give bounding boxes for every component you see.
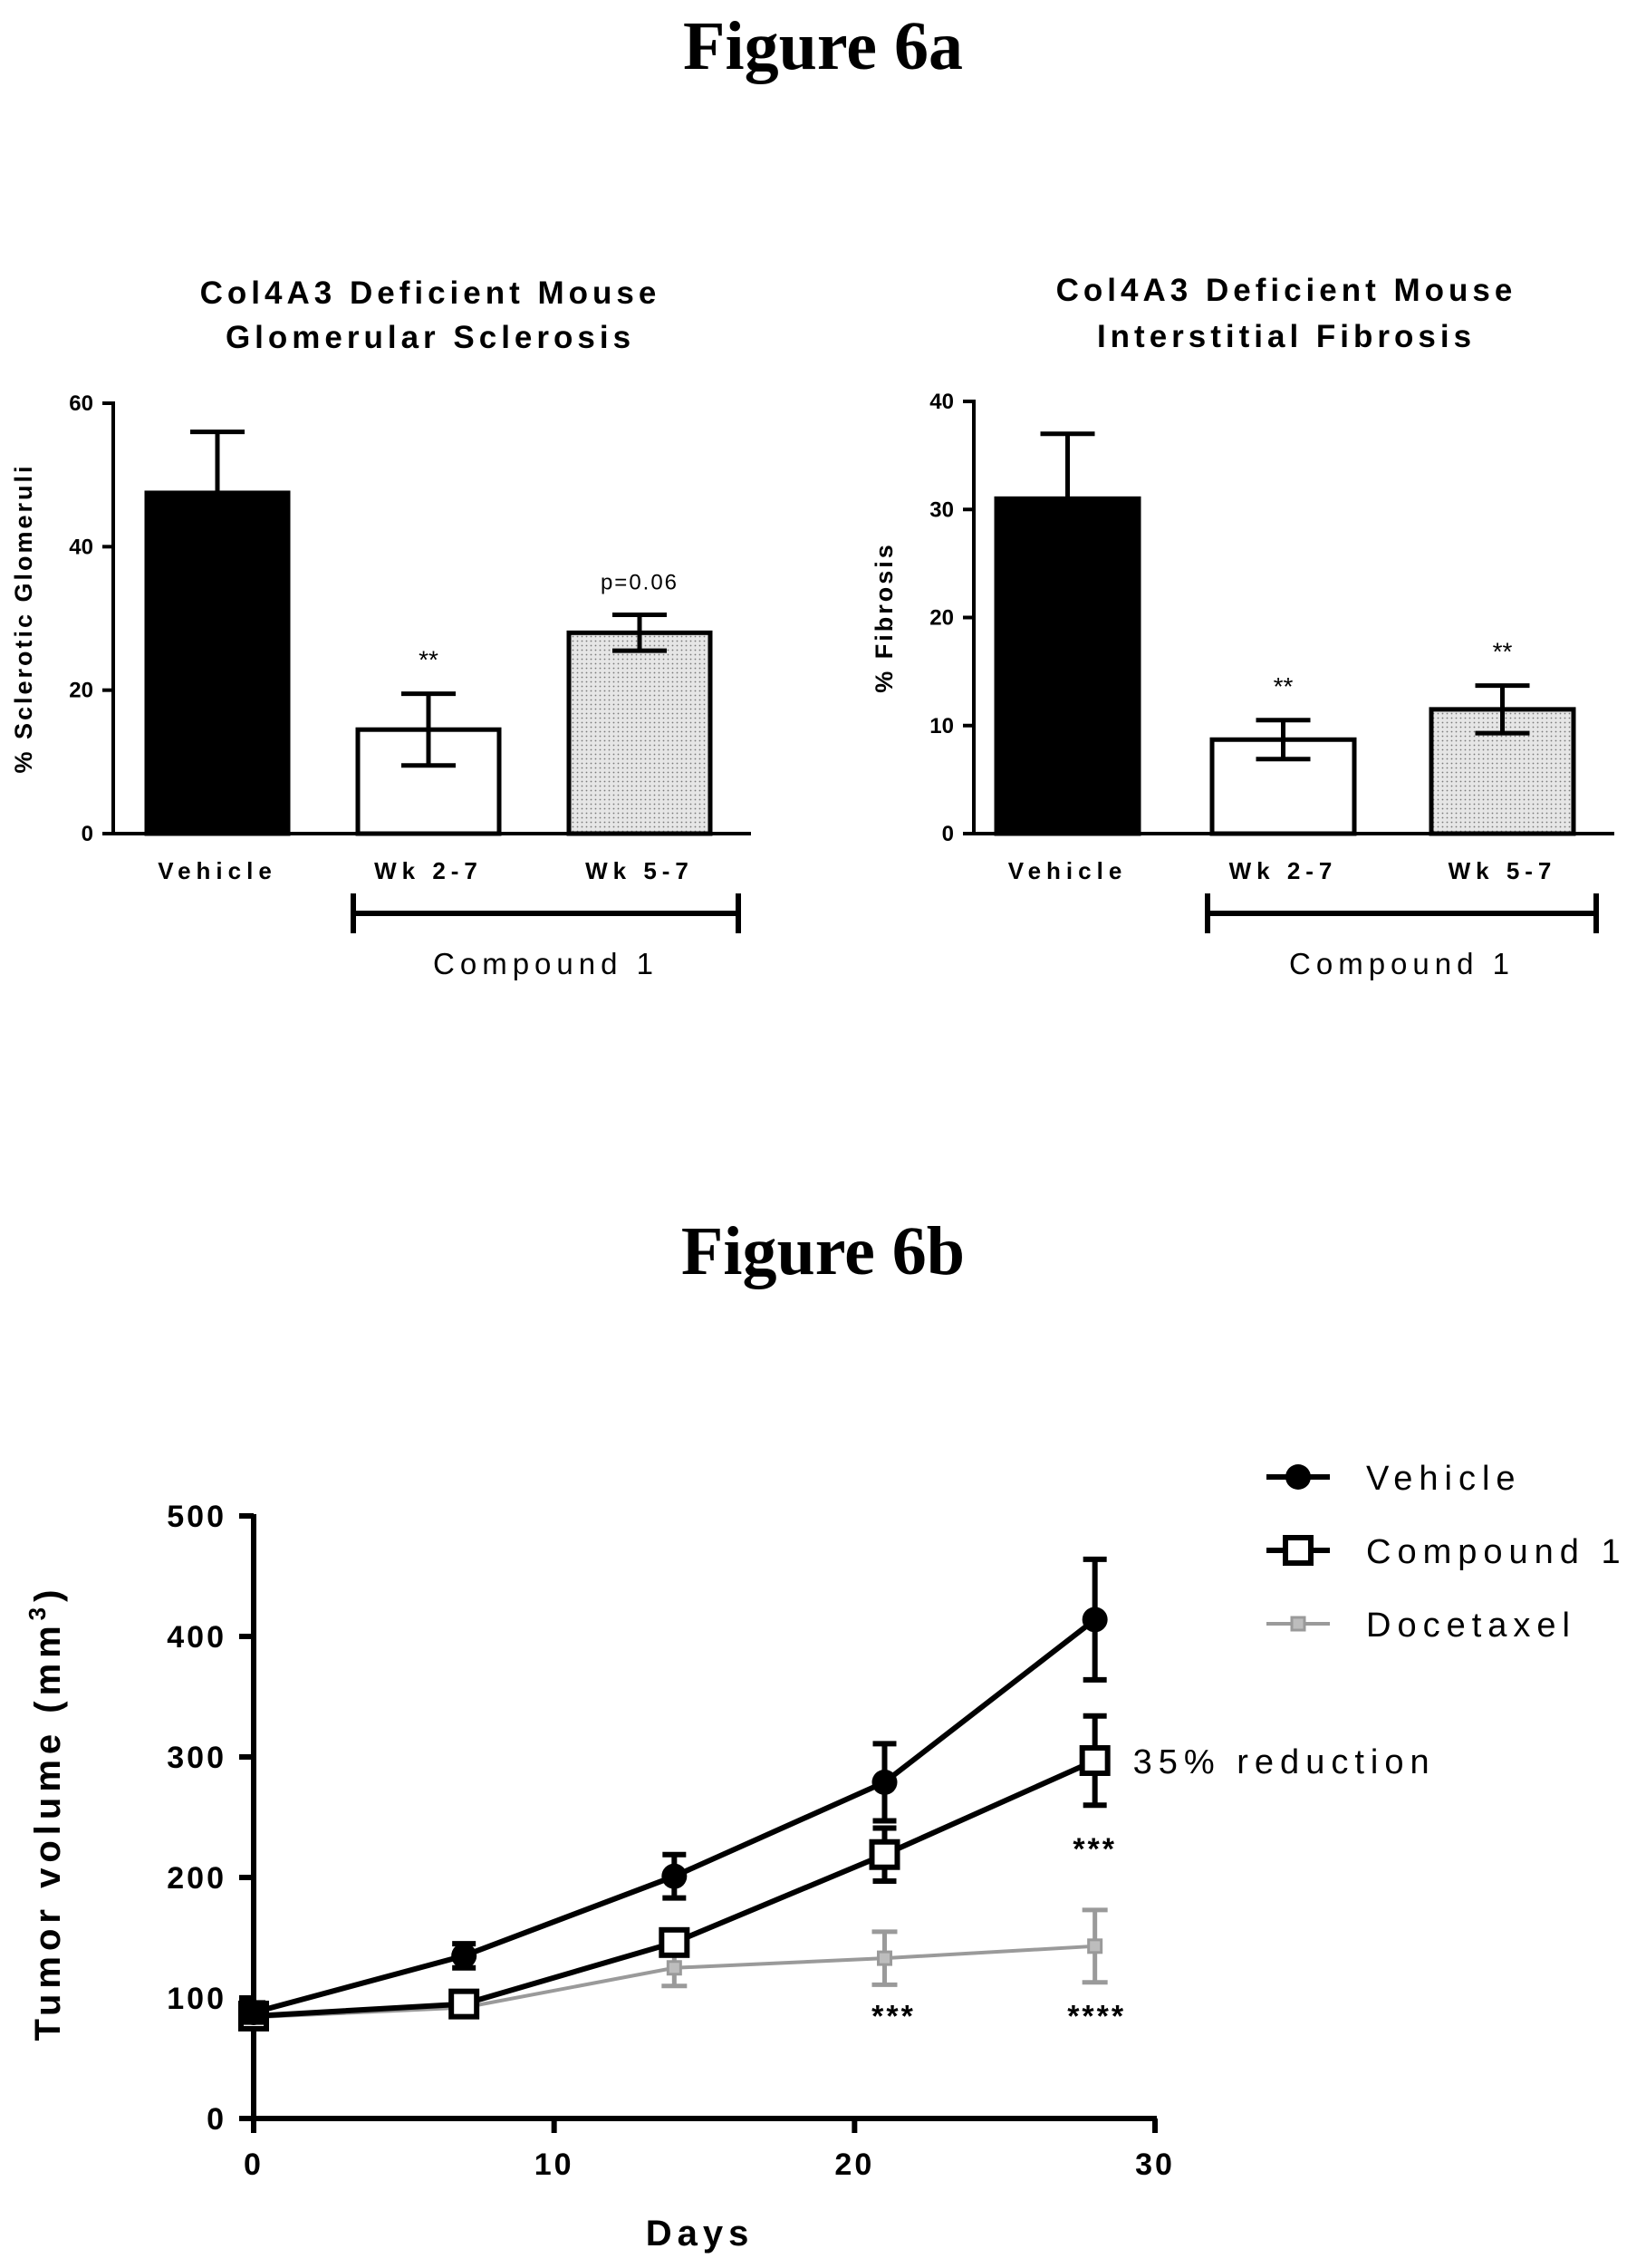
- x-tick-label: 20: [834, 2147, 874, 2182]
- error-bar-wk-5-7: [1475, 683, 1530, 736]
- significance-annotation: **: [1274, 672, 1294, 700]
- error-bar-wk-2-7: [1256, 718, 1311, 762]
- bar-wk-5-7: [566, 630, 713, 836]
- chart-legend: Vehicle Compound 1 Docetaxel: [1266, 1460, 1627, 1645]
- y-axis-label-close: ): [28, 1585, 68, 1602]
- y-tick-label: 60: [69, 391, 93, 416]
- point-marker-compound-1: [448, 1988, 480, 2020]
- significance-annotation: ***: [1073, 1832, 1117, 1867]
- y-tick-label: 20: [929, 606, 954, 631]
- y-tick-label: 100: [167, 1982, 226, 2016]
- chart-title-line: Col4A3 Deficient Mouse: [1056, 273, 1517, 308]
- y-tick-label: 400: [167, 1620, 226, 1655]
- tumor-volume-line-chart: 0 100 200 300 400 500 0 10 20 30 Days Tumor volume …: [24, 1460, 1627, 2254]
- significance-annotation: **: [1493, 638, 1513, 666]
- figure-6a-title: Figure 6a: [683, 8, 963, 84]
- y-tick-label: 30: [929, 497, 954, 522]
- bar-chart-sclerosis: Col4A3 Deficient Mouse Glomerular Scleros…: [10, 275, 751, 980]
- reduction-annotation: 35% reduction: [1133, 1743, 1436, 1781]
- point-marker-compound-1: [659, 1926, 690, 1958]
- y-tick-label: 0: [942, 822, 954, 846]
- bar-chart-fibrosis: Col4A3 Deficient Mouse Interstitial Fibro…: [871, 273, 1614, 980]
- significance-annotation: **: [419, 646, 438, 674]
- x-tick-label: 0: [244, 2147, 264, 2182]
- y-tick-label: 0: [207, 2102, 226, 2137]
- group-label: Compound 1: [1289, 947, 1515, 980]
- bar-vehicle: [994, 496, 1141, 836]
- series-vehicle: [241, 1556, 1108, 2025]
- x-tick-label: 30: [1135, 2147, 1175, 2182]
- y-tick-label: 500: [167, 1500, 226, 1534]
- bar-wk-2-7: [355, 727, 502, 836]
- y-tick-label: 10: [929, 714, 954, 738]
- category-label-vehicle: Vehicle: [158, 857, 277, 884]
- series-docetaxel: [241, 1907, 1108, 2026]
- point-marker-compound-1: [1079, 1744, 1111, 1776]
- point-marker-compound-1: [869, 1839, 900, 1870]
- significance-annotation: p=0.06: [601, 571, 679, 595]
- figure-6b-title: Figure 6b: [680, 1213, 966, 1289]
- legend-label-compound-1: Compound 1: [1366, 1533, 1627, 1571]
- y-tick-label: 300: [167, 1741, 226, 1775]
- category-label-wk-2-7: Wk 2-7: [1229, 857, 1338, 884]
- category-label-wk-5-7: Wk 5-7: [585, 857, 694, 884]
- point-marker-docetaxel: [666, 1960, 682, 1976]
- group-bracket: [351, 893, 741, 933]
- point-marker-vehicle: [451, 1943, 477, 1969]
- chart-title-line: Col4A3 Deficient Mouse: [200, 275, 661, 311]
- legend-marker-docetaxel: [1290, 1616, 1306, 1632]
- category-label-vehicle: Vehicle: [1008, 857, 1128, 884]
- legend-marker-vehicle: [1285, 1464, 1311, 1490]
- chart-title-line: Glomerular Sclerosis: [226, 320, 635, 355]
- significance-annotation: ***: [871, 1999, 916, 2033]
- point-marker-docetaxel: [1087, 1938, 1103, 1954]
- point-marker-docetaxel: [877, 1950, 892, 1966]
- x-tick-label: 10: [534, 2147, 574, 2182]
- chart-title-line: Interstitial Fibrosis: [1097, 319, 1476, 354]
- y-tick-label: 200: [167, 1861, 226, 1896]
- y-axis-label-text: Tumor volume (mm: [28, 1620, 68, 2041]
- group-bracket: [1205, 893, 1599, 933]
- significance-annotation: ****: [1067, 1999, 1126, 2033]
- y-axis-label-superscript: 3: [24, 1602, 51, 1620]
- y-axis-label: Tumor volume (mm3): [24, 1585, 68, 2041]
- legend-label-vehicle: Vehicle: [1366, 1460, 1522, 1498]
- point-marker-vehicle: [661, 1863, 688, 1889]
- y-axis-label: % Fibrosis: [871, 542, 898, 693]
- point-marker-vehicle: [871, 1769, 898, 1795]
- error-bar-wk-5-7: [612, 613, 667, 653]
- group-label: Compound 1: [433, 947, 659, 980]
- y-tick-label: 40: [69, 535, 93, 559]
- y-tick-label: 40: [929, 390, 954, 414]
- error-bar-vehicle: [1040, 431, 1095, 499]
- y-axis-label: % Sclerotic Glomeruli: [10, 463, 37, 773]
- category-label-wk-5-7: Wk 5-7: [1449, 857, 1557, 884]
- error-bar-wk-2-7: [401, 691, 456, 768]
- point-marker-vehicle: [241, 1999, 266, 2025]
- y-tick-label: 0: [82, 822, 93, 846]
- error-bar-vehicle: [190, 429, 245, 493]
- point-marker-vehicle: [1082, 1607, 1108, 1633]
- bar-vehicle: [144, 490, 291, 836]
- x-axis-label: Days: [646, 2214, 755, 2254]
- category-label-wk-2-7: Wk 2-7: [374, 857, 483, 884]
- legend-marker-compound-1: [1283, 1535, 1314, 1566]
- legend-label-docetaxel: Docetaxel: [1366, 1607, 1576, 1645]
- y-tick-label: 20: [69, 679, 93, 703]
